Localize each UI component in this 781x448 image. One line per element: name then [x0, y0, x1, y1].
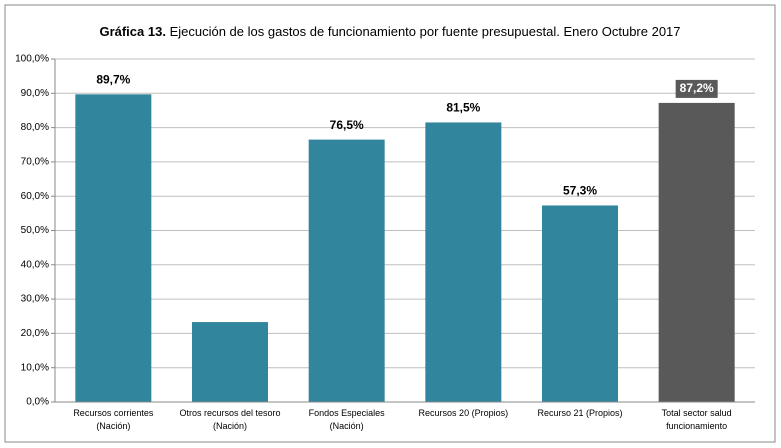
value-label: 89,7%: [96, 73, 130, 87]
y-tick-label: 50,0%: [21, 225, 49, 236]
value-label-background: [675, 79, 718, 98]
y-tick-label: 10,0%: [21, 362, 49, 373]
x-tick-label: Recursos corrientes (Nación): [73, 408, 154, 431]
x-tick-label: Fondos Especiales (Nación): [308, 408, 385, 431]
y-tick-label: 70,0%: [21, 157, 49, 168]
x-tick-label: Recursos 20 (Propios): [418, 408, 509, 418]
bar: [658, 102, 735, 403]
bar: [192, 322, 268, 402]
bar: [542, 205, 618, 402]
x-tick-label: Otros recursos del tesoro (Nación): [179, 408, 281, 431]
y-tick-label: 30,0%: [21, 294, 49, 305]
y-tick-label: 0,0%: [26, 397, 49, 408]
value-label: 57,3%: [563, 184, 597, 198]
y-tick-label: 20,0%: [21, 328, 49, 339]
bar: [75, 94, 152, 402]
bar: [308, 139, 385, 403]
y-tick-label: 40,0%: [21, 259, 49, 270]
y-tick-label: 100,0%: [15, 54, 49, 65]
x-tick-label: Total sector salud funcionamiento: [661, 408, 732, 431]
title-prefix: Gráfica 13.: [99, 24, 166, 39]
title-text: Ejecución de los gastos de funcionamient…: [170, 24, 681, 39]
x-tick-label: Recurso 21 (Propios): [537, 408, 623, 418]
y-tick-label: 60,0%: [21, 191, 49, 202]
chart-title: Gráfica 13. Ejecución de los gastos de f…: [99, 24, 680, 39]
y-tick-label: 90,0%: [21, 88, 49, 99]
value-label: 81,5%: [446, 101, 480, 115]
value-label: 87,2%: [680, 81, 714, 95]
y-tick-label: 80,0%: [21, 122, 49, 133]
value-label: 76,5%: [330, 118, 364, 132]
bar: [425, 122, 502, 402]
